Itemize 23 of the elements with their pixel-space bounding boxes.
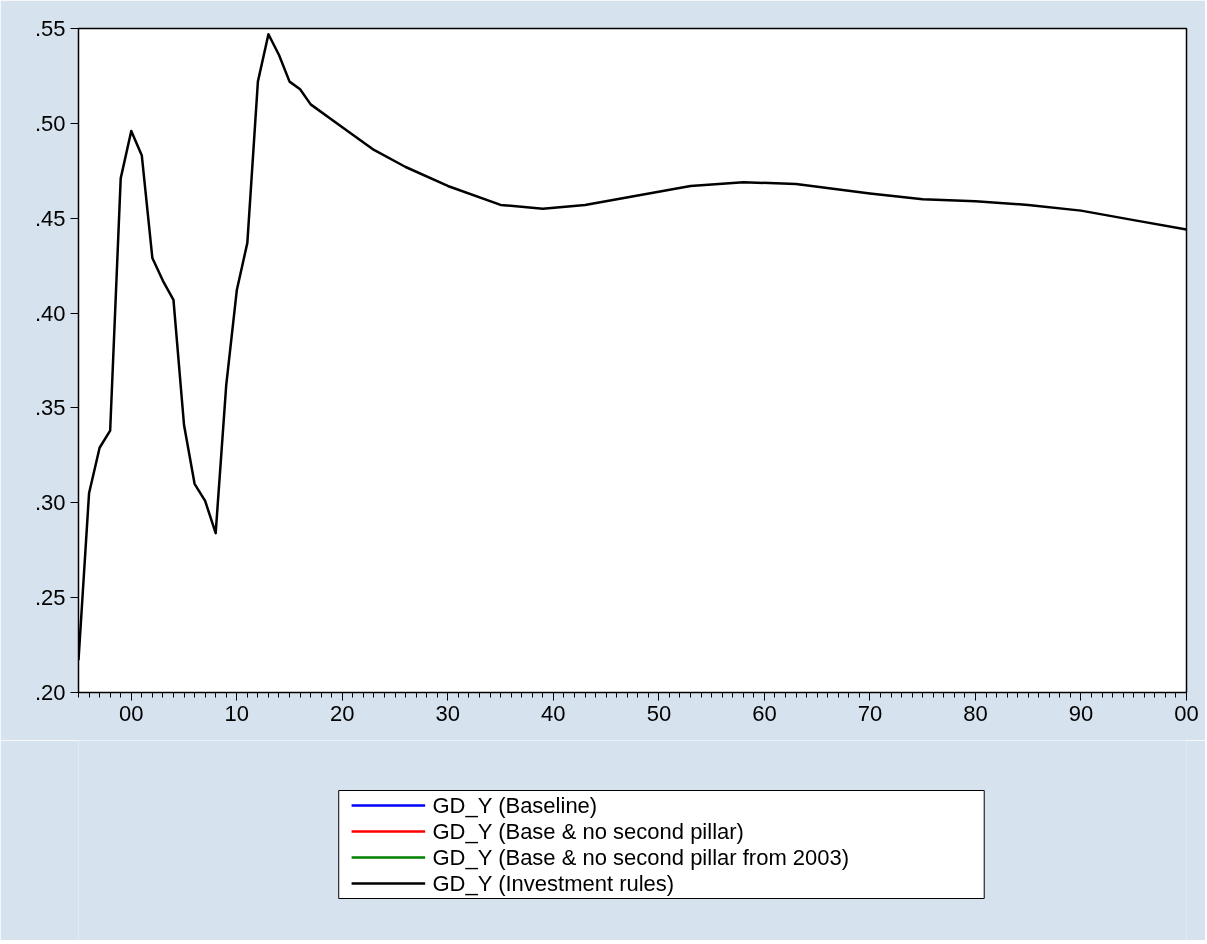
y-tick-label: .45 (34, 205, 66, 231)
x-tick-label: 00 (1174, 700, 1199, 726)
y-tick-label: .25 (34, 585, 66, 611)
legend-label: GD_Y (Base & no second pillar) (432, 819, 744, 844)
x-tick-label: 50 (646, 700, 672, 726)
x-tick-label: 30 (435, 700, 461, 726)
legend-label: GD_Y (Investment rules) (432, 871, 675, 896)
x-tick-label: 10 (224, 700, 250, 726)
x-tick-label: 80 (963, 700, 988, 726)
x-tick-label: 90 (1068, 700, 1094, 726)
y-tick-label: .55 (34, 16, 66, 41)
y-tick-label: .30 (34, 490, 66, 516)
x-tick-label: 40 (541, 700, 566, 726)
y-tick-label: .50 (34, 110, 66, 136)
x-tick-label: 70 (857, 700, 883, 726)
y-tick-label: .40 (34, 300, 66, 326)
x-tick-label: 20 (330, 700, 355, 726)
y-tick-label: .20 (34, 680, 66, 705)
x-tick-label: 00 (119, 700, 144, 726)
x-tick-label: 60 (752, 700, 777, 726)
legend-label: GD_Y (Base & no second pillar from 2003) (432, 845, 850, 870)
legend-label: GD_Y (Baseline) (432, 793, 598, 818)
y-tick-label: .35 (34, 395, 66, 421)
